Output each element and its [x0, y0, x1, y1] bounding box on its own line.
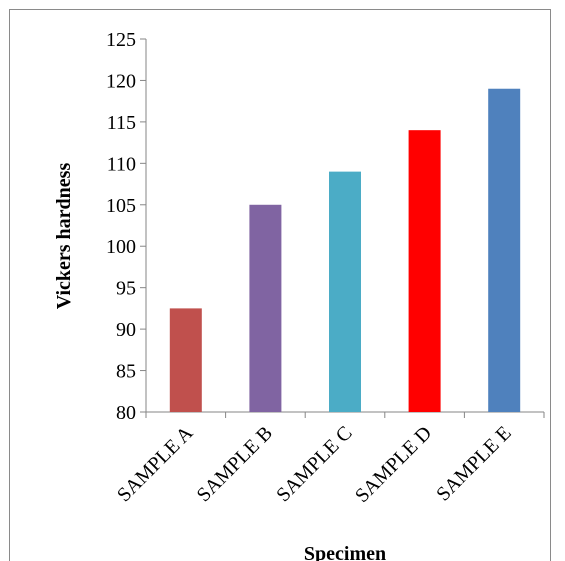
x-axis-title: Specimen [304, 543, 386, 561]
bar-sample-a [169, 308, 202, 412]
y-tick-label: 95 [116, 278, 136, 300]
x-tick-label: SAMPLE A [113, 422, 198, 507]
y-tick-label: 80 [116, 402, 136, 424]
bar-sample-d [408, 130, 441, 412]
bars [169, 88, 521, 412]
y-axis: 80 85 90 95 100 105 110 115 120 125 [106, 29, 147, 424]
x-tick-label: SAMPLE D [351, 422, 436, 507]
y-tick-label: 115 [107, 112, 136, 134]
y-tick-label: 120 [106, 70, 136, 92]
y-tick-label: 125 [106, 29, 136, 51]
bar-sample-b [249, 204, 282, 412]
x-tick-label: SAMPLE B [193, 422, 277, 506]
y-tick-label: 110 [107, 153, 136, 175]
x-tick-label: SAMPLE C [272, 422, 356, 506]
y-tick-label: 105 [106, 195, 136, 217]
x-tick-label: SAMPLE E [432, 422, 516, 506]
y-tick-label: 100 [106, 236, 136, 258]
y-tick-label: 85 [116, 361, 136, 383]
bar-sample-e [488, 88, 521, 412]
y-tick-label: 90 [116, 319, 136, 341]
bar-sample-c [329, 171, 361, 412]
y-axis-title: Vickers hardness [53, 163, 75, 310]
